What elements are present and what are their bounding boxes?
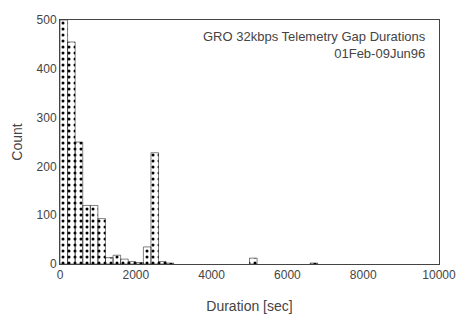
svg-text:Duration [sec]: Duration [sec] [206, 298, 292, 314]
svg-text:100: 100 [37, 208, 57, 222]
svg-text:0: 0 [57, 268, 64, 282]
svg-text:500: 500 [37, 13, 57, 27]
svg-text:300: 300 [37, 111, 57, 125]
svg-text:200: 200 [37, 160, 57, 174]
svg-text:GRO 32kbps Telemetry Gap Durat: GRO 32kbps Telemetry Gap Durations01Feb-… [203, 29, 426, 61]
svg-text:400: 400 [37, 62, 57, 76]
svg-text:0: 0 [50, 257, 57, 271]
svg-text:8000: 8000 [350, 268, 377, 282]
svg-text:4000: 4000 [198, 268, 225, 282]
svg-text:6000: 6000 [274, 268, 301, 282]
svg-text:Count: Count [9, 123, 25, 160]
svg-text:2000: 2000 [122, 268, 149, 282]
svg-text:10000: 10000 [422, 268, 456, 282]
